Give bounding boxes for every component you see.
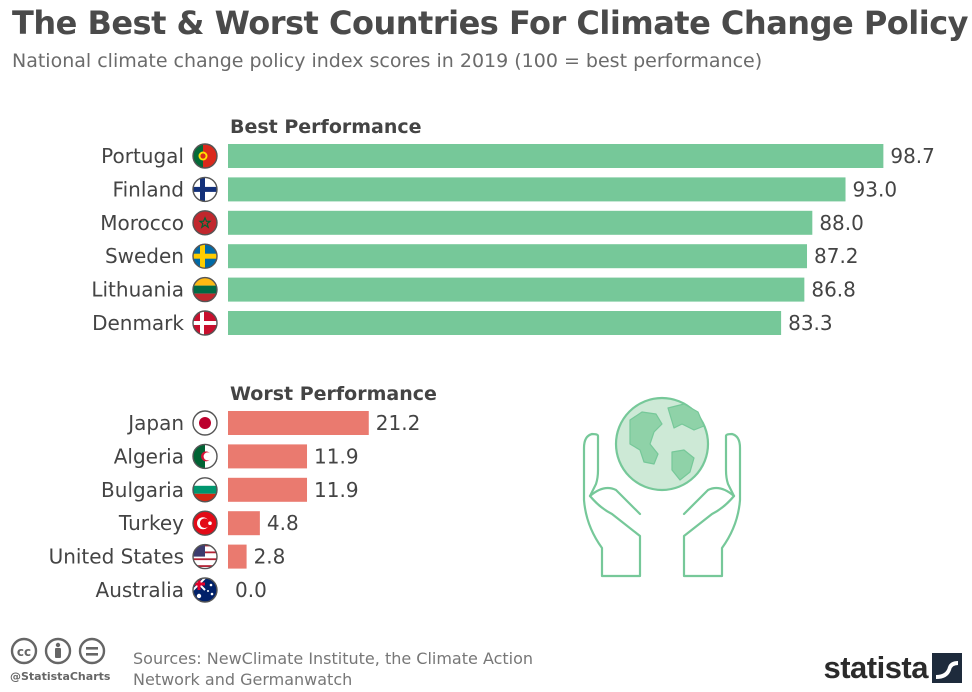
denmark-flag-icon [192,310,218,336]
attribution-icon [44,637,72,665]
social-handle: @StatistaCharts [10,670,111,683]
value-label-denmark: 83.3 [788,311,833,335]
category-label-denmark: Denmark [92,311,184,335]
japan-flag-icon [192,410,218,436]
value-label-sweden: 87.2 [814,244,859,268]
lithuania-flag-icon [192,276,218,303]
turkey-flag-icon [192,510,218,536]
value-label-morocco: 88.0 [819,211,864,235]
value-label-lithuania: 86.8 [811,278,856,302]
no-derivatives-icon [78,637,106,665]
bar-algeria [228,444,308,469]
statista-mark-icon [932,652,962,683]
bar-turkey [228,511,260,536]
finland-flag-icon [192,176,218,203]
cc-icon: cc [10,637,38,665]
portugal-flag-icon [192,143,218,169]
value-label-australia: 0.0 [235,578,267,602]
value-label-united-states: 2.8 [254,545,286,569]
bar-finland [228,177,846,202]
category-label-morocco: Morocco [100,211,184,235]
united-states-flag-icon [192,543,218,570]
bar-bulgaria [228,477,308,502]
category-label-portugal: Portugal [101,144,184,168]
category-label-united-states: United States [49,545,184,569]
bar-portugal [228,144,884,168]
category-label-australia: Australia [96,578,184,602]
value-label-finland: 93.0 [853,177,898,201]
category-label-japan: Japan [126,411,184,435]
category-label-sweden: Sweden [105,244,184,268]
category-label-lithuania: Lithuania [91,278,184,302]
category-label-algeria: Algeria [114,444,184,468]
bar-morocco [228,210,813,235]
bar-denmark [228,311,782,335]
bar-chart: Best Performance Portugal 98.7 Finland 93.0 M… [49,116,935,603]
value-label-bulgaria: 11.9 [314,478,359,502]
sweden-flag-icon [192,243,218,269]
bulgaria-flag-icon [192,477,218,503]
algeria-flag-icon [192,443,218,470]
group-heading-best-performance: Best Performance [230,116,422,138]
bar-sweden [228,244,808,269]
bar-lithuania [228,277,805,302]
category-label-finland: Finland [113,177,184,201]
morocco-flag-icon [192,210,218,236]
group-heading-worst-performance: Worst Performance [230,383,437,405]
globe-in-hands-icon [582,396,742,578]
australia-flag-icon [192,577,218,603]
sources-note: Sources: NewClimate Institute, the Clima… [133,649,534,689]
value-label-japan: 21.2 [376,411,421,435]
brand-wordmark: statista [823,650,928,685]
statista-logo: statista [823,652,962,683]
bar-japan [228,411,369,435]
category-label-bulgaria: Bulgaria [101,478,184,502]
value-label-portugal: 98.7 [890,144,935,168]
value-label-turkey: 4.8 [267,511,299,535]
chart-subtitle: National climate change policy index sco… [12,50,763,72]
value-label-algeria: 11.9 [314,444,359,468]
bar-united-states [228,544,247,569]
svg-text:cc: cc [17,645,31,659]
chart-title: The Best & Worst Countries For Climate C… [12,4,969,42]
license-icons: cc [10,637,106,665]
category-label-turkey: Turkey [118,511,184,535]
